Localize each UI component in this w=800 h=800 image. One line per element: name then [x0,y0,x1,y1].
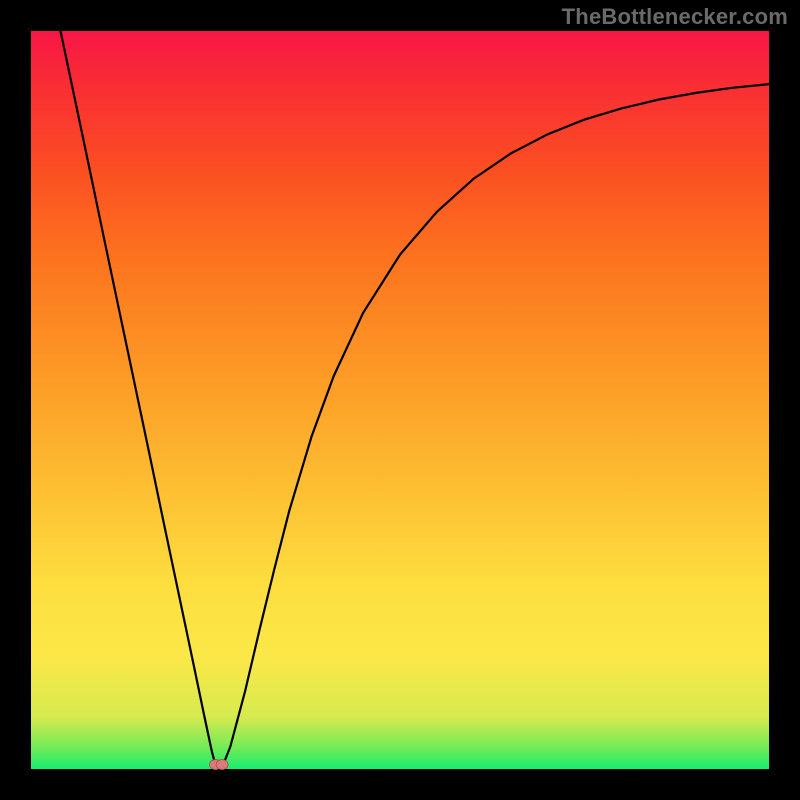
plot-area [31,31,769,769]
watermark-text: TheBottlenecker.com [562,4,788,30]
bottleneck-curve [31,31,769,769]
chart-container: TheBottlenecker.com [0,0,800,800]
optimum-marker-1 [216,760,228,770]
curve-path [61,31,769,769]
